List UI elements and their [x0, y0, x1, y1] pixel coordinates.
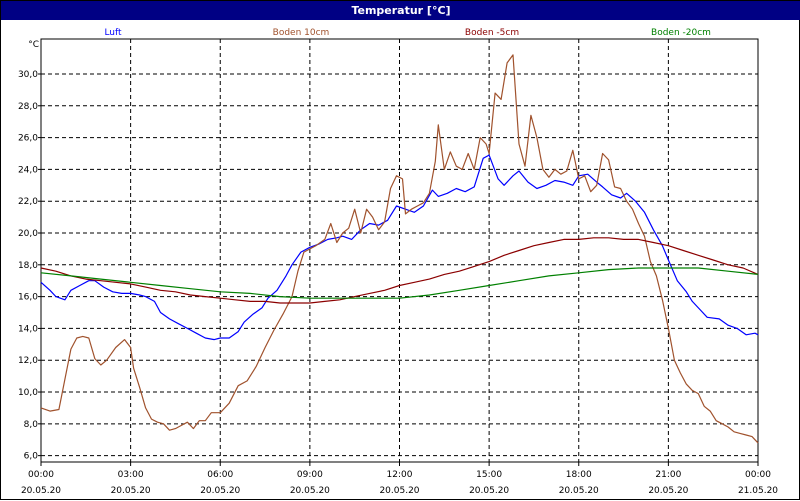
x-tick-time-label: 18:00: [566, 470, 592, 480]
y-tick-label: 10,0: [18, 388, 38, 398]
x-tick-date-label: 21.05.20: [738, 486, 778, 496]
legend-item-3: Boden -5cm: [465, 28, 519, 38]
y-axis-unit-label: °C: [28, 40, 39, 50]
y-tick-label: 26,0: [18, 134, 38, 144]
x-tick-time-label: 09:00: [297, 470, 323, 480]
series-line-1: [40, 154, 759, 341]
x-tick-date-label: 20.05.20: [648, 486, 688, 496]
legend-item-4: Boden -20cm: [651, 28, 711, 38]
y-tick-label: 22,0: [18, 197, 38, 207]
x-tick-time-label: 12:00: [387, 470, 413, 480]
y-tick-label: 18,0: [18, 261, 38, 271]
x-tick-time-label: 21:00: [655, 470, 681, 480]
y-tick-label: 12,0: [18, 356, 38, 366]
x-tick-time-label: 00:00: [28, 470, 54, 480]
x-tick-time-label: 00:00: [745, 470, 771, 480]
x-tick-time-label: 15:00: [476, 470, 502, 480]
legend-item-2: Boden 10cm: [273, 28, 330, 38]
y-tick-label: 16,0: [18, 293, 38, 303]
x-tick-date-label: 20.05.20: [200, 486, 240, 496]
x-tick-date-label: 20.05.20: [290, 486, 330, 496]
x-tick-date-label: 20.05.20: [469, 486, 509, 496]
y-tick-label: 24,0: [18, 165, 38, 175]
y-tick-label: 6,0: [24, 452, 39, 462]
legend-item-1: Luft: [104, 28, 122, 38]
series-line-3: [40, 237, 759, 304]
series-line-2: [40, 54, 759, 444]
x-tick-time-label: 06:00: [207, 470, 233, 480]
y-tick-label: 30,0: [18, 70, 38, 80]
plot-frame: [40, 38, 759, 463]
y-tick-label: 20,0: [18, 229, 38, 239]
x-tick-date-label: 20.05.20: [379, 486, 419, 496]
series-line-4: [40, 267, 759, 299]
x-tick-date-label: 20.05.20: [559, 486, 599, 496]
x-tick-date-label: 20.05.20: [21, 486, 61, 496]
chart-title: Temperatur [°C]: [1, 1, 800, 20]
x-tick-time-label: 03:00: [118, 470, 144, 480]
y-tick-label: 8,0: [24, 420, 39, 430]
x-tick-date-label: 20.05.20: [111, 486, 151, 496]
y-tick-label: 28,0: [18, 102, 38, 112]
y-tick-label: 14,0: [18, 324, 38, 334]
